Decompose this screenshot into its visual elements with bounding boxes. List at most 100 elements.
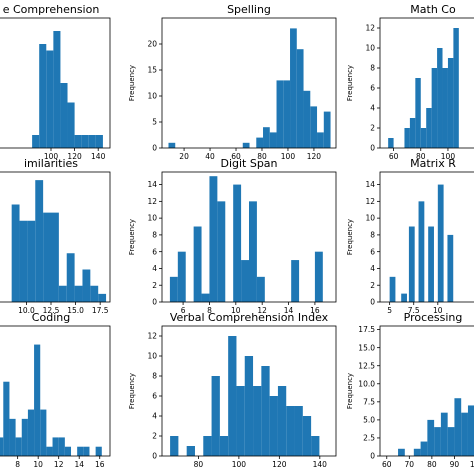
axes-frame: [161, 171, 337, 303]
x-tick-label: 80: [427, 460, 437, 469]
x-tick-label: 120: [307, 152, 322, 161]
y-tick-label: 17.5: [358, 325, 375, 334]
histogram-bar: [21, 418, 28, 456]
y-tick-label: 8: [370, 64, 375, 73]
y-tick-label: 6: [152, 392, 157, 401]
y-axis-label: Frequency: [128, 373, 136, 409]
histogram-bar: [98, 293, 107, 302]
x-tick-label: 100: [44, 152, 59, 161]
histogram-bar: [261, 366, 270, 456]
histogram-bar: [263, 127, 270, 148]
histogram-bar: [286, 406, 295, 456]
histogram-bar: [51, 212, 59, 302]
x-tick-label: 16: [95, 460, 105, 469]
x-tick-label: 10: [33, 460, 43, 469]
histogram-bar: [74, 285, 83, 302]
histogram-bar: [203, 436, 212, 456]
histogram-bar: [219, 436, 229, 456]
x-tick-label: 60: [382, 460, 392, 469]
y-tick-label: 2: [370, 124, 375, 133]
histogram-bar: [415, 78, 421, 148]
histogram-bar: [15, 437, 22, 456]
x-tick-label: 12: [54, 460, 64, 469]
y-axis-label: Frequency: [346, 219, 354, 255]
histogram-bar: [420, 441, 428, 456]
x-tick-label: 10: [433, 306, 443, 315]
chart-title: Processing: [404, 311, 463, 324]
histogram-bar: [177, 251, 186, 302]
histogram-bar: [58, 285, 67, 302]
histogram-bar: [81, 135, 89, 148]
chart-panel-3: 60 80 100 0 2 4 6 8 10 12 Math Co Frequency: [346, 3, 474, 161]
x-tick-label: 80: [416, 152, 426, 161]
chart-title: Spelling: [227, 3, 271, 16]
x-tick-label: 14: [284, 306, 294, 315]
x-tick-label: 60: [231, 152, 241, 161]
y-tick-label: 4: [370, 104, 375, 113]
histogram-bar: [303, 90, 311, 148]
y-axis-label: Frequency: [128, 65, 136, 101]
histogram-bar: [311, 436, 320, 456]
axes-frame: [0, 325, 111, 457]
x-tick-label: 10: [231, 306, 241, 315]
histogram-bar: [32, 135, 40, 148]
y-tick-label: 5.0: [363, 415, 375, 424]
y-tick-label: 12: [365, 197, 375, 206]
y-tick-label: 10: [147, 214, 157, 223]
histogram-bar: [447, 427, 455, 456]
histogram-bar: [209, 176, 218, 302]
chart-panel-9: 60 70 80 90 100 0 2.5 5.0 7.5 10.0 12.5 15.0 17.5 Pro…: [346, 311, 474, 469]
histogram-bar: [77, 446, 84, 456]
y-axis-label: Frequency: [128, 219, 136, 255]
histogram-bar: [168, 142, 176, 148]
y-tick-label: 4: [152, 412, 157, 421]
x-tick-label: 8: [15, 460, 20, 469]
x-tick-label: 120: [67, 152, 82, 161]
histogram-bar: [193, 226, 202, 302]
histogram-bar: [66, 253, 75, 302]
histogram-bar: [9, 418, 16, 456]
histogram-bar: [201, 293, 210, 302]
y-tick-label: 14: [147, 180, 157, 189]
histogram-bar: [427, 419, 435, 456]
chart-title: Math Co: [410, 3, 456, 16]
y-tick-label: 12: [147, 197, 157, 206]
y-tick-label: 10: [147, 92, 157, 101]
y-tick-label: 12: [147, 332, 157, 341]
chart-panel-5: 6 8 10 12 14 16 0 2 4 6 8 10 12 14 Digit Span Frequency: [128, 157, 337, 315]
histogram-bar: [398, 448, 405, 456]
histogram-bar: [276, 80, 284, 148]
y-tick-label: 7.5: [363, 397, 375, 406]
histogram-bar: [413, 448, 421, 456]
histogram-bar: [27, 409, 35, 456]
histogram-bar: [401, 293, 407, 302]
chart-title: Verbal Comprehension Index: [170, 311, 329, 324]
histogram-bar: [169, 276, 178, 302]
histogram-bar: [60, 83, 68, 148]
histogram-bar: [420, 128, 427, 148]
x-tick-label: 14: [74, 460, 84, 469]
histogram-bar: [46, 446, 53, 456]
histogram-bar: [95, 135, 103, 148]
histogram-bar: [83, 446, 90, 456]
histogram-bar: [302, 416, 312, 456]
y-tick-label: 0: [152, 298, 157, 307]
axes-frame: [379, 171, 474, 303]
histogram-bar: [233, 184, 242, 302]
histogram-bar: [52, 437, 59, 456]
chart-panel-1: 100 120 140 e Comprehension: [0, 3, 111, 161]
histogram-bar: [95, 446, 102, 456]
histogram-bar: [453, 28, 459, 148]
x-tick-label: 5: [387, 306, 392, 315]
histogram-bar: [447, 58, 454, 148]
histogram-bar: [256, 137, 264, 148]
histogram-bar: [388, 138, 394, 148]
chart-title: e Comprehension: [3, 3, 100, 16]
x-tick-label: 15.0: [67, 306, 84, 315]
histogram-bar: [253, 386, 262, 456]
y-tick-label: 4: [152, 264, 157, 273]
x-tick-label: 17.5: [92, 306, 109, 315]
y-tick-label: 10: [147, 352, 157, 361]
y-tick-label: 0: [152, 452, 157, 461]
y-tick-label: 2.5: [363, 434, 375, 443]
